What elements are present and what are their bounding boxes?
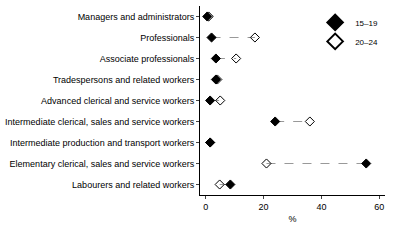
svg-text:Professionals: Professionals bbox=[140, 33, 195, 43]
svg-text:Tradespersons and related work: Tradespersons and related workers bbox=[53, 75, 195, 85]
svg-text:Elementary clerical, sales and: Elementary clerical, sales and service w… bbox=[10, 159, 195, 169]
svg-text:Intermediate clerical, sales a: Intermediate clerical, sales and service… bbox=[5, 117, 195, 127]
svg-text:40: 40 bbox=[316, 202, 326, 212]
svg-text:60: 60 bbox=[374, 202, 384, 212]
svg-text:Associate professionals: Associate professionals bbox=[100, 54, 195, 64]
svg-text:15–19: 15–19 bbox=[355, 19, 378, 28]
svg-text:Intermediate production and tr: Intermediate production and transport wo… bbox=[10, 138, 195, 148]
svg-text:Labourers and related workers: Labourers and related workers bbox=[72, 180, 195, 190]
svg-text:20–24: 20–24 bbox=[355, 38, 378, 47]
svg-text:0: 0 bbox=[203, 202, 208, 212]
svg-text:Advanced clerical and service: Advanced clerical and service workers bbox=[41, 96, 195, 106]
svg-text:%: % bbox=[288, 214, 296, 224]
svg-text:Managers and administrators: Managers and administrators bbox=[78, 12, 195, 22]
svg-text:20: 20 bbox=[259, 202, 269, 212]
